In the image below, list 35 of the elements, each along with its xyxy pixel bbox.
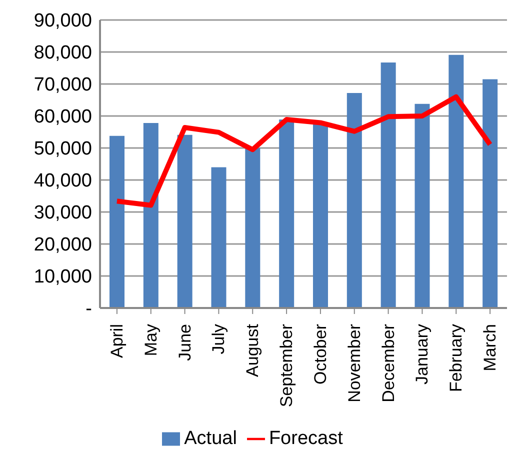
x-tick-label: January	[412, 324, 432, 384]
y-tick-label: 70,000	[34, 74, 92, 96]
bar	[177, 134, 192, 308]
y-tick-label: -	[86, 298, 92, 320]
y-tick-label: 50,000	[34, 138, 92, 160]
x-tick-label: February	[446, 324, 466, 392]
bar	[380, 62, 396, 308]
x-tick-label: December	[378, 324, 398, 402]
y-tick-label: 10,000	[34, 266, 92, 288]
bar	[211, 167, 226, 308]
bar	[143, 123, 158, 308]
legend-label: Forecast	[268, 428, 343, 449]
x-tick-label: October	[310, 324, 330, 384]
legend-label: Actual	[184, 428, 237, 449]
bar	[346, 92, 362, 308]
y-tick-label: 60,000	[34, 106, 92, 128]
x-tick-label: May	[141, 324, 160, 356]
bar	[279, 120, 294, 308]
x-tick-label: June	[175, 324, 194, 361]
bar	[482, 79, 498, 308]
x-tick-label: September	[277, 324, 296, 408]
x-tick-label: March	[480, 324, 500, 372]
x-tick-label: August	[243, 324, 262, 377]
bar	[414, 104, 430, 308]
x-tick-label: April	[107, 324, 126, 358]
x-tick-label: July	[209, 324, 228, 354]
y-tick-label: 90,000	[34, 10, 92, 32]
x-tick-label: November	[344, 324, 364, 402]
y-tick-label: 20,000	[34, 234, 92, 256]
y-tick-label: 80,000	[34, 42, 92, 64]
bar	[448, 54, 464, 308]
y-tick-label: 30,000	[34, 202, 92, 224]
y-tick-label: 40,000	[34, 170, 92, 192]
bar	[245, 148, 260, 308]
bar	[109, 136, 124, 308]
